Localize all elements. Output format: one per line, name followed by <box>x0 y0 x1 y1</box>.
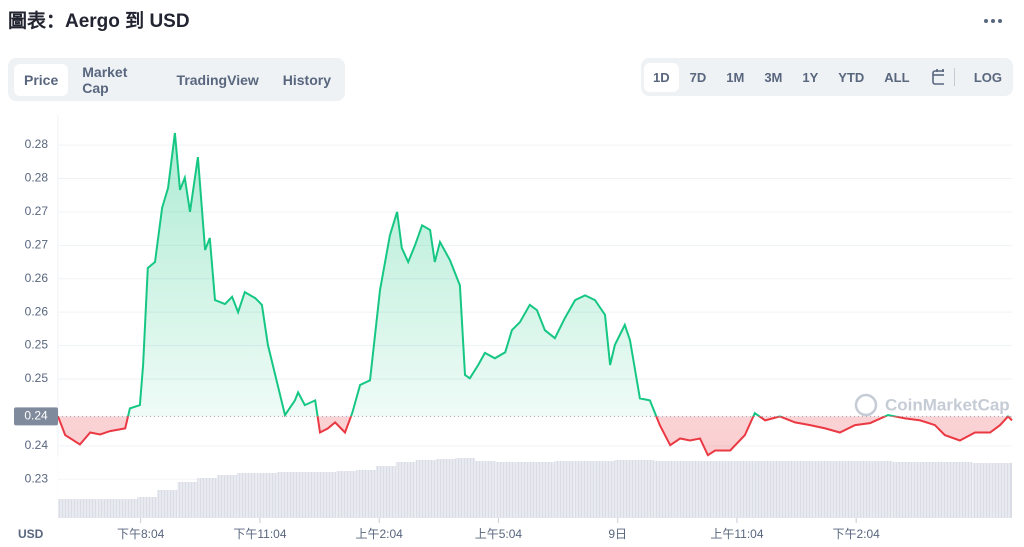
y-tick-label: 0.26 <box>25 271 49 285</box>
chart-title: 圖表：Aergo 到 USD <box>8 11 190 32</box>
range-button[interactable]: ALL <box>884 69 910 85</box>
y-tick-label: 0.27 <box>25 237 49 251</box>
volume-bar <box>753 461 774 518</box>
range-button[interactable]: 3M <box>764 69 783 85</box>
y-tick-label: 0.28 <box>25 171 49 185</box>
range-button[interactable]: 1Y <box>802 69 819 85</box>
price-line-up <box>57 132 1010 417</box>
volume-bar <box>117 499 138 518</box>
y-tick-label: 0.26 <box>25 304 49 318</box>
volume-bar <box>137 497 158 518</box>
calendar-icon[interactable] <box>931 68 945 86</box>
volume-bar <box>296 472 317 518</box>
more-menu[interactable] <box>983 18 1003 24</box>
tab[interactable]: Market Cap <box>82 63 128 96</box>
y-tick-label: 0.27 <box>25 204 49 218</box>
tab[interactable]: TradingView <box>176 71 259 88</box>
volume-bar <box>614 460 635 518</box>
log-button[interactable]: LOG <box>973 69 1002 85</box>
y-tick-label: 0.25 <box>25 338 49 352</box>
x-tick-label: 下午11:04 <box>233 527 286 541</box>
volume-bar <box>594 461 615 518</box>
x-tick-label: 下午8:04 <box>117 527 165 541</box>
y-tick-label: 0.24 <box>25 438 49 452</box>
y-tick-label: 0.25 <box>25 371 49 385</box>
y-tick-label: 0.23 <box>25 471 49 485</box>
x-tick-label: 9日 <box>608 527 627 541</box>
area-up <box>58 133 1012 417</box>
reference-badge <box>14 407 58 426</box>
x-tick-label: 上午2:04 <box>356 527 404 541</box>
reference-label: 0.24 <box>24 409 48 423</box>
x-axis-label: USD <box>18 527 44 541</box>
x-tick-label: 上午5:04 <box>475 527 523 541</box>
watermark: CoinMarketCap <box>885 395 1010 414</box>
y-tick-label: 0.28 <box>25 137 49 151</box>
range-button[interactable]: 1D <box>644 62 679 92</box>
x-tick-label: 上午11:04 <box>710 527 763 541</box>
volume-bar <box>435 459 456 518</box>
volume-bar <box>912 462 933 518</box>
range-button[interactable]: 7D <box>689 69 707 85</box>
volume-bar <box>932 462 953 518</box>
range-bar: 1D 7D 1M 3M 1Y YTD ALL LOG <box>641 58 1013 96</box>
volume-bar <box>773 461 794 518</box>
watermark-logo <box>854 393 878 417</box>
range-button[interactable]: YTD <box>838 69 865 85</box>
volume-bar <box>455 458 476 518</box>
tab[interactable]: History <box>282 71 331 88</box>
separator <box>954 68 955 86</box>
x-tick-label: 下午2:04 <box>833 527 881 541</box>
price-line-down <box>57 416 1013 457</box>
tab[interactable]: Price <box>14 63 69 96</box>
range-button[interactable]: 1M <box>726 69 745 85</box>
tab-bar: Price Market Cap TradingView History <box>8 58 345 101</box>
volume-bar <box>276 472 297 518</box>
